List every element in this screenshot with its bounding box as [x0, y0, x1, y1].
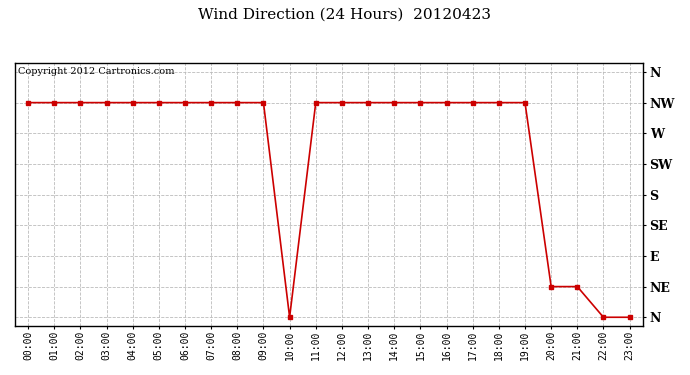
Text: Wind Direction (24 Hours)  20120423: Wind Direction (24 Hours) 20120423	[199, 8, 491, 21]
Text: Copyright 2012 Cartronics.com: Copyright 2012 Cartronics.com	[18, 67, 175, 76]
